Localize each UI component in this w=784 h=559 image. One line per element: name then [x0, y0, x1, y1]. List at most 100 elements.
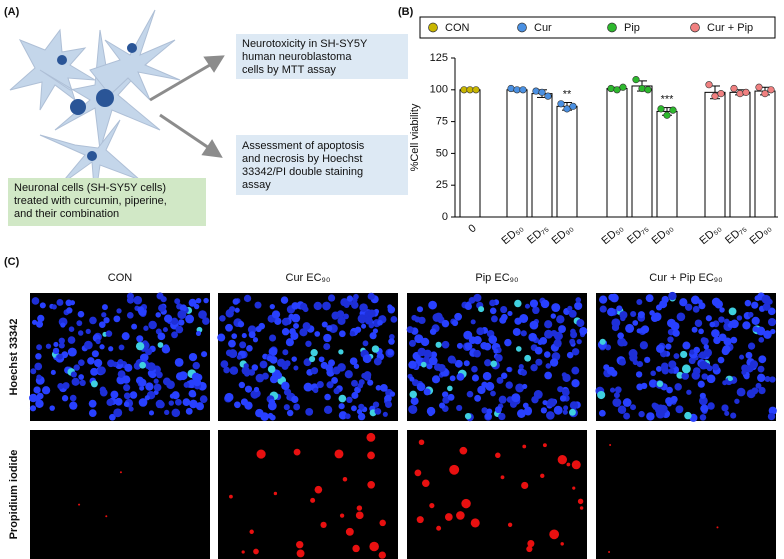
- nucleus: [650, 370, 656, 377]
- box-text: assay: [242, 179, 271, 191]
- nucleus: [94, 358, 103, 368]
- nucleus: [62, 382, 70, 390]
- nucleus: [193, 303, 200, 310]
- nucleus: [324, 393, 331, 401]
- nucleus: [698, 353, 704, 359]
- nucleus: [71, 377, 80, 386]
- nucleus: [291, 395, 299, 404]
- nucleus: [33, 386, 41, 394]
- nucleus: [745, 351, 753, 359]
- data-point: [742, 88, 750, 96]
- nucleus: [293, 403, 301, 411]
- nucleus: [470, 319, 476, 325]
- nucleus: [231, 333, 238, 339]
- nucleus: [76, 320, 83, 327]
- pi-cell: [78, 503, 81, 506]
- nucleus: [123, 392, 131, 400]
- nucleus: [698, 396, 708, 406]
- nucleus: [463, 330, 473, 340]
- nucleus: [482, 371, 492, 381]
- nucleus: [129, 391, 138, 399]
- nucleus: [432, 313, 442, 322]
- nucleus: [551, 303, 561, 313]
- pi-cell: [579, 506, 584, 510]
- text-box: [236, 135, 408, 195]
- pi-cell: [500, 475, 505, 480]
- nucleus: [146, 362, 156, 372]
- nucleus: [66, 307, 73, 314]
- nucleus: [161, 345, 171, 354]
- nucleus: [640, 326, 648, 334]
- bar: [729, 91, 751, 218]
- nucleus: [202, 317, 210, 325]
- legend-label: CON: [445, 22, 470, 34]
- nucleus: [353, 363, 360, 369]
- nucleus: [442, 396, 450, 404]
- nucleus: [570, 331, 578, 339]
- pi-cell: [521, 481, 529, 490]
- nucleus: [544, 371, 552, 380]
- micrograph: [218, 430, 398, 559]
- nucleus: [237, 320, 245, 328]
- nucleus: [730, 336, 738, 344]
- nucleus: [501, 313, 508, 321]
- nucleus: [540, 407, 548, 414]
- data-point: [761, 90, 769, 98]
- pi-cell: [339, 513, 345, 518]
- nucleus: [569, 408, 576, 416]
- nucleus: [414, 334, 424, 344]
- row-title: Hoechst 33342: [8, 318, 20, 395]
- nucleus: [195, 330, 202, 336]
- nucleus: [380, 384, 388, 392]
- nucleus: [121, 332, 130, 341]
- arrows: [149, 55, 225, 158]
- nucleus: [441, 340, 450, 349]
- pi-cell: [369, 541, 379, 552]
- nucleus: [123, 401, 130, 407]
- nucleus: [767, 307, 776, 316]
- nucleus: [228, 349, 238, 358]
- micrograph: [217, 292, 398, 421]
- nucleus: [313, 301, 322, 311]
- nucleus: [95, 339, 101, 345]
- nucleus: [699, 360, 708, 370]
- nucleus: [568, 309, 577, 318]
- nucleus: [170, 317, 179, 325]
- nucleus: [504, 338, 512, 347]
- nucleus: [628, 349, 638, 358]
- nucleus: [357, 314, 367, 324]
- data-point: [466, 86, 474, 94]
- nucleus: [238, 381, 246, 389]
- nucleus: [701, 373, 708, 380]
- nucleus: [468, 296, 476, 304]
- nucleus: [338, 349, 344, 355]
- nucleus: [409, 376, 415, 382]
- nucleus: [672, 329, 680, 337]
- data-point: [532, 87, 540, 95]
- nucleus: [85, 328, 91, 335]
- pi-cell: [522, 444, 527, 449]
- bar: [656, 110, 678, 218]
- nucleus: [175, 325, 184, 334]
- nucleus: [529, 299, 539, 308]
- nucleus: [757, 373, 766, 382]
- nucleus: [157, 342, 164, 348]
- nucleus: [610, 369, 618, 377]
- nucleus: [496, 376, 504, 384]
- nucleus: [442, 391, 449, 398]
- nucleus: [466, 390, 474, 398]
- nucleus: [371, 345, 380, 353]
- nucleus: [681, 364, 691, 374]
- nucleus: [676, 312, 686, 322]
- nucleus: [417, 347, 426, 357]
- nucleus: [310, 349, 318, 357]
- nucleus: [291, 302, 299, 310]
- pi-cell: [414, 469, 422, 477]
- nucleus: [674, 383, 682, 391]
- nucleus: [506, 366, 512, 372]
- nucleus: [545, 363, 552, 369]
- nucleus: [447, 393, 455, 401]
- x-tick-label: ED₇₅: [625, 222, 651, 246]
- data-point: [638, 84, 646, 93]
- nucleus: [281, 317, 290, 326]
